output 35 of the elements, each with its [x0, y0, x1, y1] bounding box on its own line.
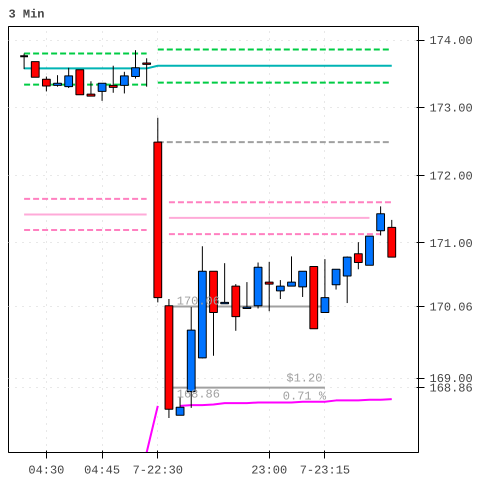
candlestick [19, 53, 29, 70]
annotation: 0.71 % [282, 390, 327, 404]
x-tick-label: 23:00 [251, 464, 288, 478]
candlestick [108, 65, 118, 94]
y-tick-label: 172.00 [430, 169, 473, 184]
candlestick [342, 256, 352, 304]
candlestick [298, 270, 308, 298]
x-tick-label: 7-23:15 [300, 464, 350, 478]
y-tick-label: 170.06 [430, 300, 473, 314]
candlestick [120, 71, 129, 94]
candlestick [142, 58, 152, 88]
candlestick [131, 50, 140, 80]
y-tick-label: 173.00 [430, 102, 473, 116]
candlestick [86, 80, 96, 97]
chart-title: 3 Min [8, 8, 45, 22]
x-tick-label: 7-22:30 [132, 464, 184, 478]
candlestick [376, 206, 386, 236]
candlestick [276, 280, 285, 300]
candlestick [53, 74, 62, 88]
x-tick-label: 04:30 [28, 464, 64, 478]
annotation: $1.20 [286, 372, 322, 386]
candlestick [287, 256, 296, 287]
candlestick [30, 61, 40, 78]
candlestick [64, 67, 74, 89]
y-tick-label: 171.00 [430, 236, 473, 251]
candlestick [242, 282, 252, 309]
candlestick [332, 268, 340, 290]
candlestick [176, 396, 184, 416]
candlestick [320, 258, 330, 314]
candlestick [264, 261, 274, 312]
x-tick-label: 04:45 [84, 464, 120, 478]
candlestick [42, 76, 51, 92]
candlestick [354, 242, 363, 270]
y-tick-label: 174.00 [430, 34, 473, 48]
candlestick [98, 82, 106, 102]
